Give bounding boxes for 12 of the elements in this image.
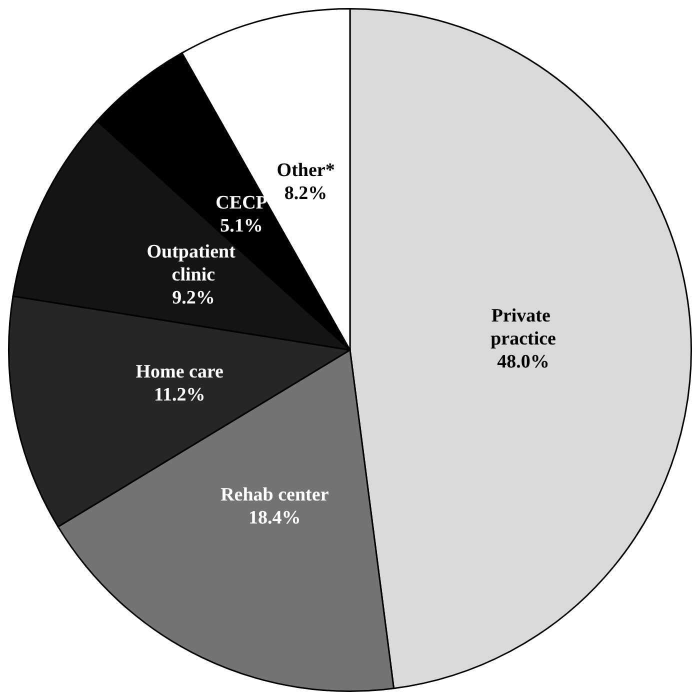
- slice-label: Home care: [136, 361, 224, 382]
- data-label: 5.1%: [220, 215, 263, 236]
- slice-label: CECP: [216, 192, 268, 214]
- slice-label: Rehab center: [220, 484, 330, 506]
- slice-label: Outpatient clinic: [146, 241, 240, 286]
- slice-label: Other*: [276, 160, 335, 182]
- data-label: 48.0%: [497, 351, 550, 372]
- data-label: 8.2%: [284, 183, 328, 204]
- data-label: 11.2%: [154, 384, 206, 406]
- data-label: 9.2%: [172, 287, 215, 308]
- data-label: 18.4%: [248, 507, 301, 528]
- slice-label: Private practice: [490, 305, 556, 350]
